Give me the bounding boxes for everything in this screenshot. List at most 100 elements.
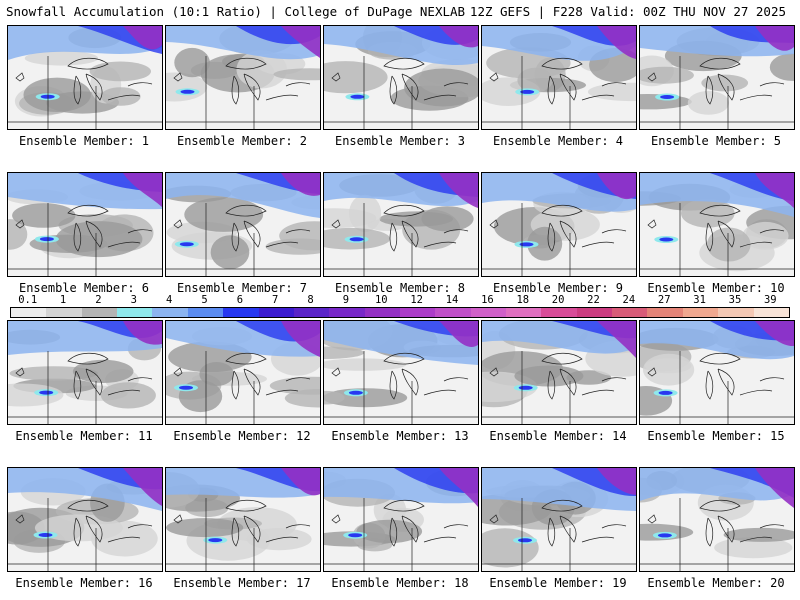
scale-label: 22: [587, 294, 600, 306]
member-label-19: Ensemble Member: 19: [489, 576, 627, 590]
scale-swatch: [682, 308, 719, 317]
snowfall-map-14: [481, 320, 637, 425]
member-label-11: Ensemble Member: 11: [15, 429, 153, 443]
snowfall-map-11: [7, 320, 163, 425]
member-label-8: Ensemble Member: 8: [334, 281, 466, 295]
map-drawing: [166, 468, 320, 571]
map-drawing: [640, 26, 794, 129]
member-panel-12[interactable]: Ensemble Member: 12: [163, 320, 321, 443]
snowfall-map-15: [639, 320, 795, 425]
scale-swatch: [364, 308, 400, 317]
snowfall-map-7: [165, 172, 321, 277]
snowfall-map-5: [639, 25, 795, 130]
map-drawing: [166, 321, 320, 424]
header-left-title: Snowfall Accumulation (10:1 Ratio) | Col…: [6, 4, 466, 19]
member-panel-17[interactable]: Ensemble Member: 17: [163, 467, 321, 590]
snowfall-map-10: [639, 172, 795, 277]
scale-swatch: [329, 308, 365, 317]
scale-swatch: [11, 308, 47, 317]
member-panel-8[interactable]: Ensemble Member: 8: [321, 172, 479, 295]
member-label-4: Ensemble Member: 4: [492, 134, 624, 148]
member-panel-14[interactable]: Ensemble Member: 14: [479, 320, 637, 443]
member-panel-16[interactable]: Ensemble Member: 16: [5, 467, 163, 590]
snowfall-map-12: [165, 320, 321, 425]
map-drawing: [8, 26, 162, 129]
map-drawing: [324, 173, 478, 276]
scale-swatches: [10, 307, 790, 318]
member-panel-10[interactable]: Ensemble Member: 10: [637, 172, 795, 295]
snowfall-map-6: [7, 172, 163, 277]
member-panel-6[interactable]: Ensemble Member: 6: [5, 172, 163, 295]
member-label-16: Ensemble Member: 16: [15, 576, 153, 590]
member-label-7: Ensemble Member: 7: [176, 281, 308, 295]
member-label-15: Ensemble Member: 15: [647, 429, 785, 443]
snowfall-map-16: [7, 467, 163, 572]
scale-swatch: [117, 308, 153, 317]
scale-swatch: [506, 308, 542, 317]
member-label-20: Ensemble Member: 20: [647, 576, 785, 590]
scale-label: 5: [201, 294, 208, 306]
member-panel-18[interactable]: Ensemble Member: 18: [321, 467, 479, 590]
snowfall-map-9: [481, 172, 637, 277]
snowfall-map-18: [323, 467, 479, 572]
member-label-2: Ensemble Member: 2: [176, 134, 308, 148]
map-drawing: [482, 321, 636, 424]
member-panel-4[interactable]: Ensemble Member: 4: [479, 25, 637, 148]
map-drawing: [640, 173, 794, 276]
member-panel-1[interactable]: Ensemble Member: 1: [5, 25, 163, 148]
member-panel-20[interactable]: Ensemble Member: 20: [637, 467, 795, 590]
map-drawing: [324, 26, 478, 129]
member-panel-7[interactable]: Ensemble Member: 7: [163, 172, 321, 295]
member-panel-5[interactable]: Ensemble Member: 5: [637, 25, 795, 148]
scale-swatch: [258, 308, 294, 317]
scale-swatch: [612, 308, 648, 317]
snowfall-map-8: [323, 172, 479, 277]
member-label-10: Ensemble Member: 10: [647, 281, 785, 295]
member-panel-2[interactable]: Ensemble Member: 2: [163, 25, 321, 148]
scale-label: 6: [236, 294, 244, 306]
scale-label: 31: [693, 294, 706, 306]
scale-labels: 0.1 1 2 3 4 5 6 7 8 9 10 12 14 16 18 20 22 24 27 31 35 39: [10, 294, 788, 306]
scale-label: 3: [130, 294, 137, 306]
member-label-13: Ensemble Member: 13: [331, 429, 469, 443]
member-label-17: Ensemble Member: 17: [173, 576, 311, 590]
member-label-6: Ensemble Member: 6: [18, 281, 150, 295]
scale-swatch: [576, 308, 613, 317]
snowfall-map-13: [323, 320, 479, 425]
scale-label: 2: [95, 294, 102, 306]
scale-label: 7: [272, 294, 279, 306]
scale-swatch: [152, 308, 188, 317]
scale-label: 24: [622, 294, 636, 306]
member-panel-13[interactable]: Ensemble Member: 13: [321, 320, 479, 443]
scale-swatch: [293, 308, 330, 317]
member-label-5: Ensemble Member: 5: [650, 134, 782, 148]
scale-swatch: [223, 308, 259, 317]
snowfall-map-4: [481, 25, 637, 130]
scale-swatch: [81, 308, 118, 317]
member-label-14: Ensemble Member: 14: [489, 429, 627, 443]
member-panel-19[interactable]: Ensemble Member: 19: [479, 467, 637, 590]
map-drawing: [166, 173, 320, 276]
scale-swatch: [647, 308, 683, 317]
map-drawing: [8, 468, 162, 571]
snowfall-map-19: [481, 467, 637, 572]
scale-label: 35: [728, 294, 742, 306]
scale-swatch: [46, 308, 82, 317]
member-label-9: Ensemble Member: 9: [492, 281, 624, 295]
scale-label: 12: [410, 294, 423, 306]
snowfall-map-2: [165, 25, 321, 130]
map-drawing: [8, 321, 162, 424]
scale-label: 27: [657, 294, 671, 306]
map-drawing: [482, 468, 636, 571]
member-label-1: Ensemble Member: 1: [18, 134, 150, 148]
member-panel-9[interactable]: Ensemble Member: 9: [479, 172, 637, 295]
scale-label: 39: [763, 294, 777, 306]
map-drawing: [482, 26, 636, 129]
scale-swatch: [399, 308, 436, 317]
member-panel-15[interactable]: Ensemble Member: 15: [637, 320, 795, 443]
member-panel-3[interactable]: Ensemble Member: 3: [321, 25, 479, 148]
map-drawing: [8, 173, 162, 276]
scale-label: 10: [374, 294, 388, 306]
snowfall-map-1: [7, 25, 163, 130]
member-panel-11[interactable]: Ensemble Member: 11: [5, 320, 163, 443]
